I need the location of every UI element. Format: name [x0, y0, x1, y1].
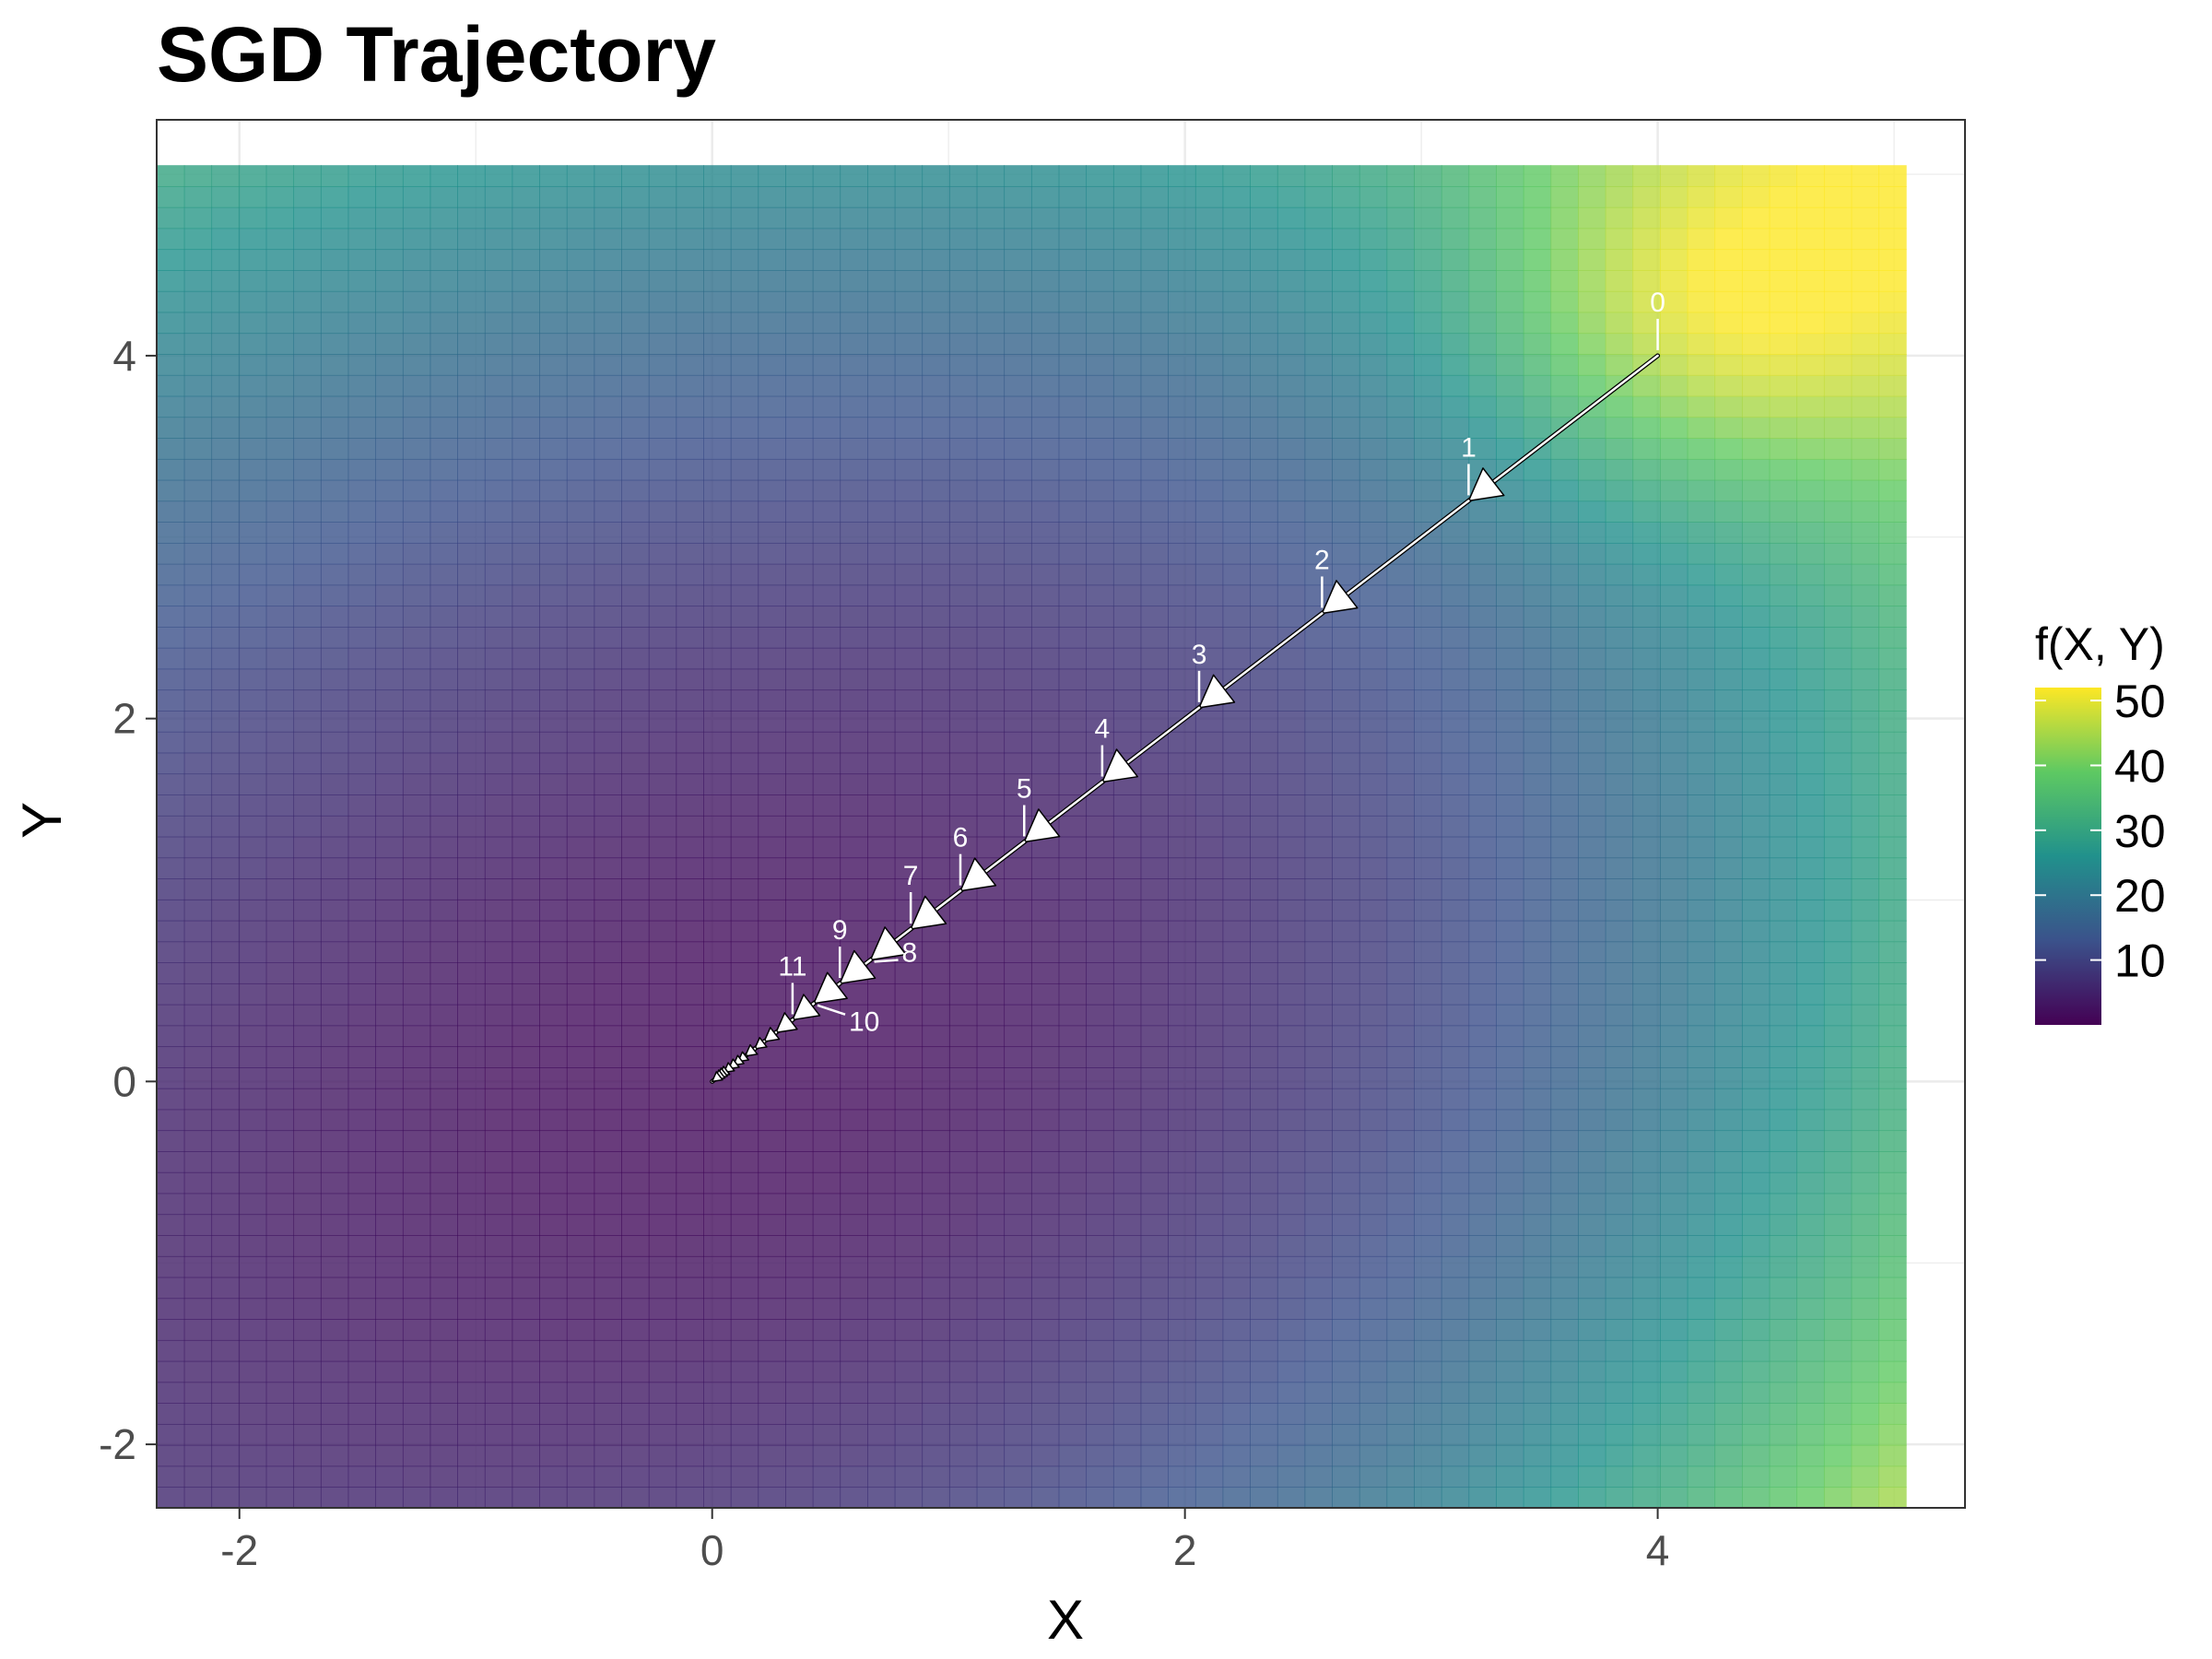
- step-label-9: 9: [832, 915, 848, 979]
- plot-panel-border: [156, 119, 1966, 1509]
- y-tick-label: 0: [112, 1057, 136, 1105]
- trajectory-step-arrow: [1196, 610, 1324, 711]
- step-label-1: 1: [1461, 432, 1477, 496]
- trajectory-step-arrow: [868, 926, 913, 962]
- trajectory-step-arrow: [1021, 780, 1105, 845]
- step-label-10: 10: [817, 1004, 879, 1038]
- step-label-text: 6: [953, 823, 969, 853]
- x-axis-title: X: [1047, 1589, 1084, 1651]
- step-label-text: 10: [849, 1007, 879, 1038]
- step-label-text: 3: [1192, 640, 1207, 670]
- legend-tick-label: 10: [2114, 935, 2166, 987]
- legend-tick-label: 20: [2114, 870, 2166, 922]
- step-label-7: 7: [903, 861, 919, 924]
- trajectory-step-arrow: [908, 888, 963, 932]
- chart-title: SGD Trajectory: [157, 11, 716, 98]
- y-tick-label: -2: [99, 1420, 136, 1468]
- x-tick-label: 4: [1646, 1526, 1670, 1574]
- step-label-4: 4: [1095, 714, 1111, 777]
- legend-tick-label: 50: [2114, 676, 2166, 727]
- trajectory-step-arrow: [790, 994, 821, 1022]
- y-tick-label: 2: [112, 695, 136, 743]
- step-label-5: 5: [1017, 774, 1032, 837]
- step-label-text: 11: [778, 951, 806, 982]
- step-label-text: 1: [1461, 432, 1477, 463]
- trajectory-step-arrow: [1465, 353, 1661, 503]
- step-label-3: 3: [1192, 640, 1207, 702]
- y-axis-ticks: -2 0 2 4: [99, 332, 157, 1468]
- x-axis-ticks: -2 0 2 4: [220, 1508, 1669, 1574]
- y-axis-title: Y: [11, 802, 73, 839]
- x-tick-label: 2: [1173, 1526, 1197, 1574]
- trajectory-step-arrow: [1319, 498, 1471, 616]
- step-label-6: 6: [953, 823, 969, 886]
- step-label-text: 4: [1095, 714, 1111, 745]
- trajectory-step-arrow: [837, 949, 877, 986]
- trajectory-step-arrow: [811, 971, 848, 1006]
- legend-title: f(X, Y): [2035, 618, 2165, 670]
- legend-tick-label: 40: [2114, 740, 2166, 792]
- step-label-text: 0: [1650, 288, 1665, 318]
- step-label-text: 7: [903, 861, 919, 891]
- trajectory-step-arrow: [710, 1071, 724, 1084]
- cost-surface-heatmap: [157, 165, 1907, 1509]
- y-tick-label: 4: [112, 332, 136, 380]
- sgd-trajectory: 0 1 2 3 4 5 6 7 8 9 10 11: [710, 288, 1665, 1084]
- step-label-text: 2: [1314, 545, 1330, 575]
- step-label-2: 2: [1314, 545, 1330, 608]
- trajectory-step-arrow: [958, 840, 1027, 894]
- step-label-8: 8: [874, 937, 918, 968]
- step-label-text: 8: [902, 937, 918, 968]
- legend-colorbar: [2035, 688, 2101, 1025]
- legend-tick-label: 30: [2114, 806, 2166, 857]
- color-legend: f(X, Y) 10 20 30 40 50: [2035, 618, 2166, 1025]
- trajectory-step-arrow: [1100, 705, 1202, 785]
- step-label-text: 9: [832, 915, 848, 946]
- trajectory-step-arrow: [761, 1027, 781, 1044]
- legend-ticks: 10 20 30 40 50: [2035, 676, 2166, 987]
- x-tick-label: 0: [700, 1526, 724, 1574]
- trajectory-step-arrow: [773, 1012, 798, 1035]
- step-label-text: 5: [1017, 774, 1032, 805]
- step-label-0: 0: [1650, 288, 1665, 350]
- x-tick-label: -2: [220, 1526, 258, 1574]
- step-label-11: 11: [778, 951, 806, 1015]
